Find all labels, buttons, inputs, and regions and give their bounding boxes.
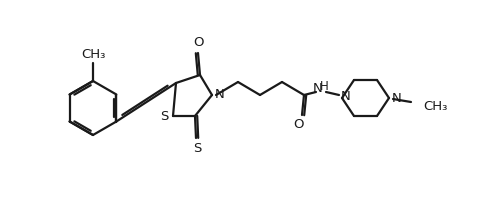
Text: CH₃: CH₃ xyxy=(423,100,447,113)
Text: S: S xyxy=(193,141,201,154)
Text: O: O xyxy=(194,37,204,49)
Text: CH₃: CH₃ xyxy=(81,49,105,62)
Text: H: H xyxy=(320,79,328,92)
Text: N: N xyxy=(215,89,225,102)
Text: N: N xyxy=(313,83,323,95)
Text: S: S xyxy=(160,110,168,122)
Text: O: O xyxy=(294,119,304,132)
Text: N: N xyxy=(392,92,402,105)
Text: N: N xyxy=(341,91,351,103)
